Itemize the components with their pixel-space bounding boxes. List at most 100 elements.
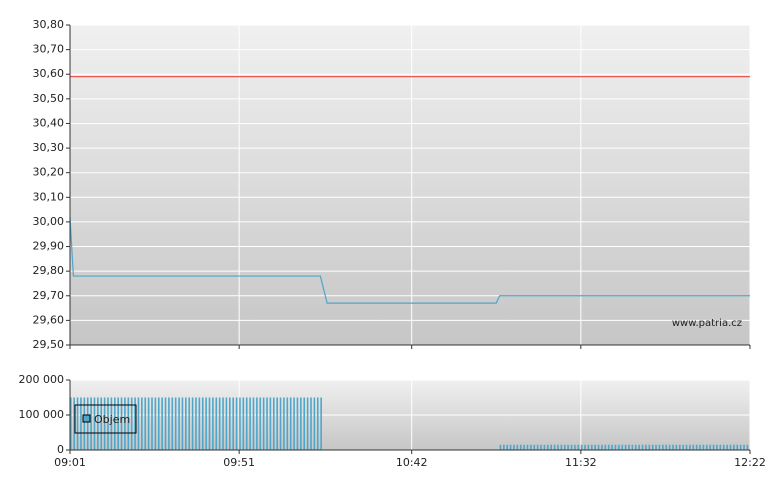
- volume-bar: [124, 397, 126, 450]
- volume-bar: [540, 444, 542, 450]
- volume-bar: [107, 397, 109, 450]
- volume-bar: [689, 444, 691, 450]
- volume-bar: [604, 444, 607, 450]
- volume-bar: [73, 397, 75, 450]
- volume-bar: [272, 397, 275, 450]
- volume-bar: [685, 444, 688, 450]
- volume-bar: [503, 444, 505, 450]
- volume-bar: [276, 397, 278, 450]
- y-tick-label: 29,80: [33, 264, 65, 277]
- volume-bar: [533, 444, 536, 450]
- volume-bar: [168, 397, 170, 450]
- volume-bar: [181, 397, 184, 450]
- volume-bar: [553, 444, 556, 450]
- volume-bar: [120, 397, 123, 450]
- volume-bar: [594, 444, 596, 450]
- volume-bar: [509, 444, 512, 450]
- volume-bar: [174, 397, 177, 450]
- volume-bar: [631, 444, 634, 450]
- volume-bar: [144, 397, 147, 450]
- volume-bar: [560, 444, 563, 450]
- y-tick-label: 0: [57, 443, 64, 456]
- volume-bar: [215, 397, 218, 450]
- volume-bar: [597, 444, 600, 450]
- volume-bar: [188, 397, 191, 450]
- volume-bar: [178, 397, 180, 450]
- volume-bar: [563, 444, 566, 450]
- y-tick-label: 100 000: [19, 408, 65, 421]
- volume-bar: [634, 444, 637, 450]
- volume-bar: [567, 444, 569, 450]
- volume-bar: [164, 397, 167, 450]
- volume-bar: [70, 397, 72, 450]
- volume-bar: [310, 397, 312, 450]
- volume-bar: [668, 444, 671, 450]
- volume-bar: [638, 444, 640, 450]
- volume-bar: [587, 444, 590, 450]
- volume-bar: [259, 397, 262, 450]
- volume-bar: [709, 444, 712, 450]
- volume-bar: [695, 444, 698, 450]
- volume-bar: [157, 397, 160, 450]
- y-tick-label: 30,80: [33, 18, 65, 31]
- legend-label: Objem: [94, 413, 130, 426]
- volume-bar: [151, 397, 153, 450]
- x-tick-label: 10:42: [396, 456, 428, 469]
- volume-bar: [678, 444, 681, 450]
- volume-bar: [113, 397, 116, 450]
- volume-bar: [218, 397, 221, 450]
- volume-bar: [641, 444, 644, 450]
- volume-bar: [100, 397, 103, 450]
- volume-bar: [141, 397, 143, 450]
- volume-bar: [235, 397, 238, 450]
- volume-bar: [722, 444, 725, 450]
- volume-bar: [675, 444, 678, 450]
- volume-bar: [607, 444, 610, 450]
- x-tick-label: 09:51: [223, 456, 255, 469]
- volume-bar: [682, 444, 684, 450]
- volume-bar: [746, 444, 749, 450]
- volume-bar: [201, 397, 204, 450]
- volume-bar: [198, 397, 201, 450]
- y-tick-label: 30,60: [33, 67, 65, 80]
- volume-bar: [286, 397, 289, 450]
- volume-bar: [296, 397, 299, 450]
- volume-bar: [719, 444, 722, 450]
- volume-bar: [621, 444, 624, 450]
- watermark: www.patria.cz: [672, 318, 742, 329]
- volume-bar: [624, 444, 627, 450]
- volume-bar: [536, 444, 539, 450]
- y-tick-label: 29,70: [33, 289, 65, 302]
- volume-bar: [289, 397, 292, 450]
- volume-bar: [543, 444, 546, 450]
- y-tick-label: 30,20: [33, 166, 65, 179]
- volume-bar: [499, 444, 502, 450]
- volume-bar: [266, 397, 268, 450]
- volume-bar: [76, 397, 79, 450]
- volume-bar: [269, 397, 272, 450]
- volume-bar: [580, 444, 583, 450]
- volume-bar: [191, 397, 194, 450]
- volume-bar: [239, 397, 241, 450]
- volume-bar: [712, 444, 715, 450]
- volume-bar: [557, 444, 559, 450]
- legend-box: [74, 404, 137, 434]
- volume-bar: [706, 444, 708, 450]
- volume-bar: [726, 444, 728, 450]
- volume-bar: [154, 397, 157, 450]
- y-tick-label: 29,50: [33, 338, 65, 351]
- volume-bar: [716, 444, 718, 450]
- volume-bar: [614, 444, 617, 450]
- volume-bar: [739, 444, 742, 450]
- volume-bar: [519, 444, 522, 450]
- volume-bar: [313, 397, 316, 450]
- volume-bar: [320, 397, 322, 450]
- volume-bar: [229, 397, 231, 450]
- volume-bar: [662, 444, 664, 450]
- volume-bar: [232, 397, 234, 450]
- volume-bar: [205, 397, 207, 450]
- volume-bar: [658, 444, 661, 450]
- volume-bar: [83, 397, 86, 450]
- volume-bar: [256, 397, 258, 450]
- volume-bar: [279, 397, 282, 450]
